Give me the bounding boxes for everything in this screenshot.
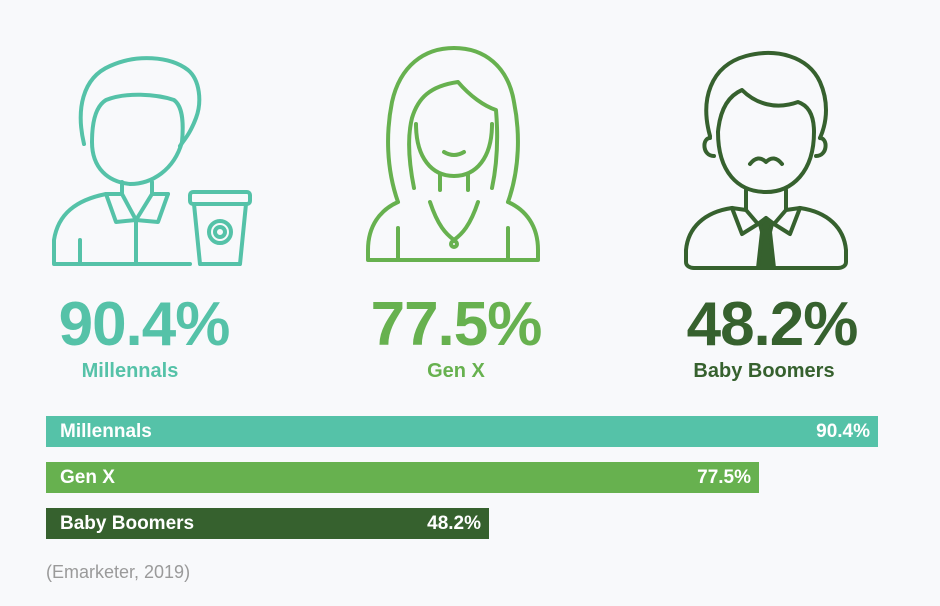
bar-label: Gen X [60, 467, 115, 488]
boomers-stat-label: Baby Boomers [693, 360, 835, 382]
boomers-stat-value: 48.2% [686, 290, 859, 359]
millennial-person-coffee-icon [40, 44, 270, 274]
source-note: (Emarketer, 2019) [46, 562, 191, 582]
genx-stat-value: 77.5% [370, 290, 543, 359]
woman-icon [358, 38, 548, 268]
millennials-stat-value: 90.4% [58, 290, 231, 359]
bar-value-label: 90.4% [816, 421, 870, 442]
bar-label: Baby Boomers [60, 513, 195, 534]
bar-2: Baby Boomers 48.2% [46, 508, 489, 539]
bar-label: Millennals [60, 421, 152, 442]
bar-value-label: 77.5% [697, 467, 751, 488]
millennials-stat-label: Millennals [81, 360, 179, 382]
genx-stat-label: Gen X [427, 360, 485, 382]
bar-0: Millennals 90.4% [46, 416, 878, 447]
bar-1: Gen X 77.5% [46, 462, 759, 493]
man-tie-icon [680, 46, 850, 276]
bar-value-label: 48.2% [427, 513, 481, 534]
